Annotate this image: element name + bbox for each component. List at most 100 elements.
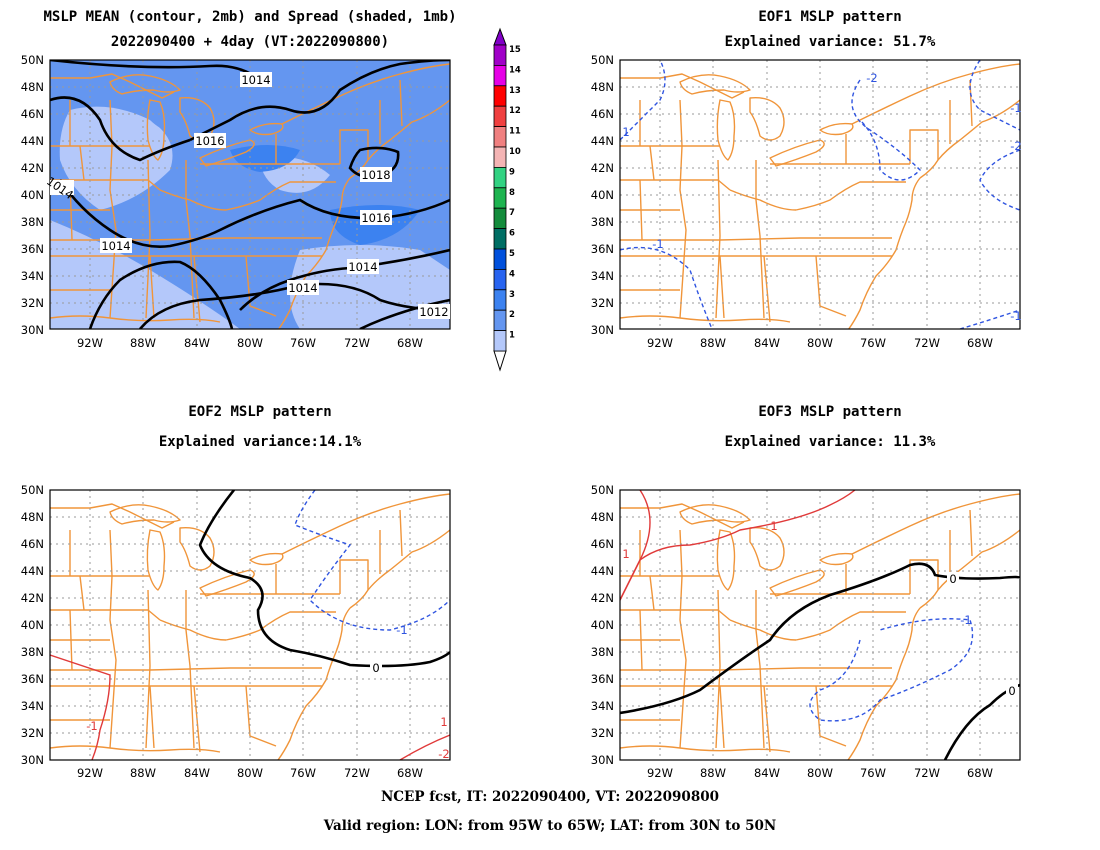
lat-label-b: 36N [591,242,614,256]
colorbar-cell [493,44,507,66]
colorbar-cell [493,146,507,168]
lon-label-b: 80W [807,336,833,350]
lat-label-b: 46N [591,107,614,121]
lat-label-b: 42N [591,161,614,175]
contour-label: -1 [960,613,971,627]
contour-label: -1 [396,623,407,637]
spread-colorbar: 15 14 13 12 11 10 9 8 7 6 5 4 3 2 1 [493,27,521,372]
lat-label-a: 34N [21,269,44,283]
lat-label-c: 44N [21,564,44,578]
axis-labels: 50N 48N 46N 44N 42N 40N 38N 36N 34N 32N … [21,53,993,780]
lon-label-d: 92W [647,766,673,780]
colorbar-label: 14 [509,65,521,75]
colorbar-cell [493,248,507,270]
contour-label: 0 [949,572,956,586]
lat-label-d: 44N [591,564,614,578]
contour-label: 1012 [419,305,448,319]
colorbar-cell [493,309,507,332]
lat-label-a: 44N [21,134,44,148]
eof1-panel-title: EOF1 MSLP pattern [758,9,902,25]
lon-label-b: 68W [967,336,993,350]
colorbar-cell [493,207,507,229]
contour-label: 0 [1008,684,1015,698]
lat-label-c: 38N [21,645,44,659]
lat-label-c: 30N [21,753,44,767]
colorbar-cell [493,228,507,250]
lat-label-a: 30N [21,323,44,337]
contour-label: 1 [770,519,777,533]
lat-label-d: 50N [591,483,614,497]
mean-panel-subtitle: 2022090400 + 4day (VT:2022090800) [110,34,390,50]
lat-label-d: 38N [591,645,614,659]
lon-label-d: 84W [754,766,780,780]
lat-label-b: 32N [591,296,614,310]
lat-label-c: 34N [21,699,44,713]
contour-label: 1016 [361,211,390,225]
lon-label-c: 92W [77,766,103,780]
lat-label-a: 40N [21,188,44,202]
lat-label-a: 48N [21,80,44,94]
colorbar-cell [493,289,507,311]
lat-label-b: 44N [591,134,614,148]
lon-label-c: 88W [130,766,156,780]
contour-label: -2 [866,71,877,85]
lon-label-a: 84W [184,336,210,350]
mean-contour-labels: 1014 1016 1018 1016 1014 1014 1014 1012 … [44,72,450,319]
contour-label: 1014 [241,73,270,87]
eof3-contour-labels: 1 1 0 -1 0 [622,519,1018,698]
lat-label-c: 40N [21,618,44,632]
colorbar-cell [493,166,507,189]
lat-label-c: 50N [21,483,44,497]
lon-label-c: 68W [397,766,423,780]
colorbar-label: 5 [509,249,515,259]
lat-label-d: 32N [591,726,614,740]
colorbar-label: 3 [509,290,515,300]
lat-label-c: 46N [21,537,44,551]
lon-label-b: 84W [754,336,780,350]
lat-label-d: 34N [591,699,614,713]
lat-label-c: 48N [21,510,44,524]
eof2-contour-labels: 0 -1 -1 1 -2 [86,623,449,761]
eof3-map-panel [619,489,1021,761]
lon-label-b: 88W [700,336,726,350]
colorbar-cell [493,330,507,352]
lat-label-a: 38N [21,215,44,229]
lat-label-a: 32N [21,296,44,310]
contour-label: 1014 [288,281,317,295]
colorbar-label: 12 [509,106,521,116]
lon-label-d: 76W [860,766,886,780]
lon-label-d: 68W [967,766,993,780]
lon-label-d: 88W [700,766,726,780]
colorbar-label: 2 [509,310,515,320]
contour-label: -1 [1010,309,1021,323]
contour-label: 1014 [348,260,377,274]
eof1-contour-labels: -2 1 -1 -1 -2 -1 [622,71,1021,323]
lat-label-b: 34N [591,269,614,283]
lat-label-b: 38N [591,215,614,229]
colorbar-cell [493,126,507,148]
colorbar-label: 9 [509,167,515,177]
contour-label: -1 [86,719,97,733]
lon-label-a: 76W [290,336,316,350]
contour-label: -1 [1010,101,1021,115]
lon-label-d: 72W [914,766,940,780]
lon-label-d: 80W [807,766,833,780]
lon-label-a: 92W [77,336,103,350]
lat-label-d: 42N [591,591,614,605]
contour-label: 1 [622,547,629,561]
colorbar-label: 7 [509,208,515,218]
colorbar-label: 8 [509,188,515,198]
contour-label: -1 [652,237,663,251]
colorbar-label: 1 [509,331,515,341]
mean-panel-title: MSLP MEAN (contour, 2mb) and Spread (sha… [43,9,457,25]
eof2-panel-title: EOF2 MSLP pattern [188,404,332,420]
colorbar-label: 13 [509,86,521,96]
eof1-panel-subtitle: Explained variance: 51.7% [724,34,936,50]
lat-label-c: 36N [21,672,44,686]
lat-label-b: 48N [591,80,614,94]
lat-label-a: 36N [21,242,44,256]
lon-label-c: 80W [237,766,263,780]
eof1-map-panel [619,59,1021,330]
contour-label: 1 [622,125,629,139]
